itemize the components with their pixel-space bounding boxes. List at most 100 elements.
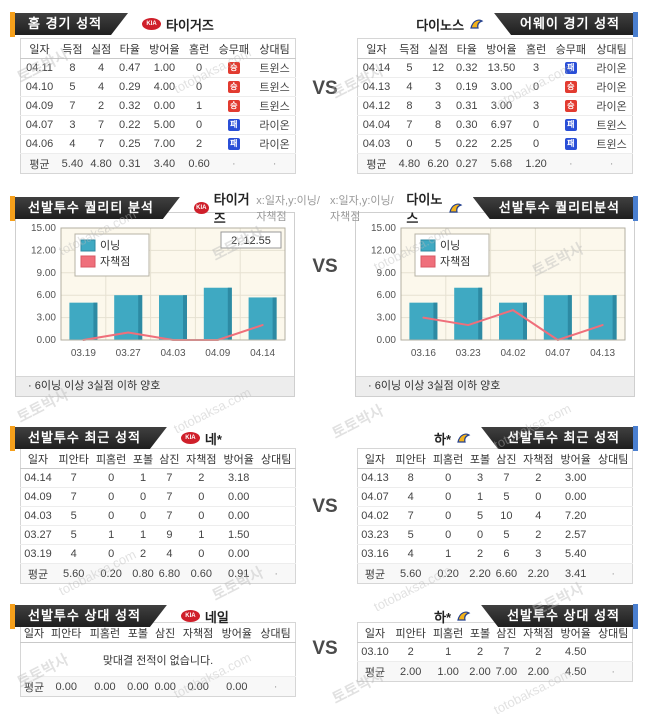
x-tick-label: 04.13 bbox=[590, 348, 615, 359]
innings-bar-shade bbox=[183, 295, 187, 340]
table-cell: · bbox=[594, 563, 633, 584]
table-cell bbox=[257, 468, 296, 488]
y-tick-label: 12.00 bbox=[31, 245, 56, 256]
innings-bar-shade bbox=[227, 287, 232, 340]
vs-label: VS bbox=[312, 78, 338, 99]
table-cell: 일자 bbox=[20, 38, 59, 59]
table-cell: 04.04 bbox=[357, 115, 396, 135]
table-cell: 2 bbox=[86, 96, 116, 116]
table-cell: 0 bbox=[521, 77, 551, 97]
table-row: 03.16 4 1 2 6 3 5.40 bbox=[357, 544, 633, 564]
home-record-header: 홈 경기 성적 KIA 타이거즈 bbox=[10, 11, 310, 37]
table-cell: 0 bbox=[182, 544, 220, 564]
table-cell: 10 bbox=[493, 506, 520, 526]
table-row: 04.07 3 7 0.22 5.00 0 패 라이온 bbox=[20, 115, 296, 135]
table-cell: 4.80 bbox=[86, 153, 116, 174]
table-row: 04.12 8 3 0.31 3.00 3 승 라이온 bbox=[357, 96, 633, 116]
vs-label: VS bbox=[312, 496, 338, 517]
table-cell: 0.80 bbox=[129, 563, 157, 584]
table-cell: · bbox=[213, 153, 255, 174]
x-tick-label: 03.16 bbox=[411, 348, 436, 359]
axis-note: x:일자,y:이닝/자책점 bbox=[330, 195, 394, 223]
table-cell: 8 bbox=[423, 115, 453, 135]
table-cell: 2.57 bbox=[556, 525, 595, 545]
win-badge: 승 bbox=[227, 62, 240, 75]
table-cell: 3 bbox=[423, 77, 453, 97]
table-row: 04.11 8 4 0.47 1.00 0 승 트윈스 bbox=[20, 58, 296, 78]
legend-earned-runs-swatch bbox=[80, 255, 96, 268]
table-cell: 0.00 bbox=[217, 676, 257, 697]
innings-bar bbox=[499, 302, 527, 340]
table-row: 04.02 7 0 5 10 4 7.20 bbox=[357, 506, 633, 526]
table-cell: 6.60 bbox=[493, 563, 520, 584]
y-tick-label: 12.00 bbox=[371, 245, 396, 256]
table-row: 03.27 5 1 1 9 1 1.50 bbox=[20, 525, 296, 545]
table-cell: 득점 bbox=[395, 38, 424, 59]
table-cell: 0.00 bbox=[219, 544, 258, 564]
table-cell: 5.40 bbox=[58, 153, 87, 174]
table-cell: 3.18 bbox=[219, 468, 258, 488]
table-cell: 라이온 bbox=[591, 58, 633, 78]
h2h-away-table: 일자 피안타 피홈런 포볼 삼진 자책점 방어율 상대팀 03.10 2 1 2 7 2 4.50 평균 2.0… bbox=[357, 622, 633, 682]
innings-bar bbox=[248, 297, 277, 340]
table-cell: 트윈스 bbox=[591, 115, 633, 135]
orange-accent-bar bbox=[10, 195, 15, 221]
chart-footnote: · 6이닝 이상 3실점 이하 양호 bbox=[16, 376, 294, 396]
table-cell: 03.19 bbox=[20, 544, 56, 564]
table-cell: 5 bbox=[423, 134, 453, 154]
y-tick-label: 0.00 bbox=[37, 335, 57, 346]
table-cell: 0 bbox=[429, 487, 467, 507]
innings-bar bbox=[543, 295, 572, 340]
table-row: 03.19 4 0 2 4 0 0.00 bbox=[20, 544, 296, 564]
table-cell: 상대팀 bbox=[594, 622, 633, 643]
table-cell: 패 bbox=[213, 134, 255, 154]
x-tick-label: 03.19 bbox=[71, 348, 96, 359]
y-tick-label: 9.00 bbox=[37, 268, 57, 279]
table-cell: 포볼 bbox=[466, 448, 494, 469]
table-cell: 0.00 bbox=[124, 676, 152, 697]
table-cell: 승 bbox=[213, 96, 255, 116]
table-cell: 0 bbox=[92, 468, 130, 488]
tooltip-label: 2, 12.55 bbox=[231, 235, 271, 247]
table-cell: 04.03 bbox=[20, 506, 56, 526]
table-cell: 04.06 bbox=[20, 134, 59, 154]
plot-border bbox=[400, 227, 626, 341]
table-cell: 7 bbox=[86, 134, 116, 154]
plot-border bbox=[60, 227, 286, 341]
table-cell: 3 bbox=[466, 468, 494, 488]
h2h-home-table: 일자 피안타 피홈런 포볼 삼진 자책점 방어율 상대팀 맞대결 전적이 없습니다. 평균 0.00… bbox=[20, 622, 296, 697]
dinos-logo-icon bbox=[456, 432, 471, 445]
table-cell: 0.91 bbox=[219, 563, 258, 584]
table-cell: 2.00 bbox=[519, 661, 557, 682]
innings-bar-shade bbox=[93, 302, 98, 340]
table-cell: 1 bbox=[184, 96, 214, 116]
table-cell: 승 bbox=[213, 77, 255, 97]
table-header-row: 일자 피안타 피홈런 포볼 삼진 자책점 방어율 상대팀 bbox=[357, 448, 633, 469]
home-record-table: 일자 득점 실점 타율 방어율 홈런 승무패 상대팀 04.11 8 4 0.47 1.00 0 승 트윈스 0… bbox=[20, 38, 296, 174]
table-cell: 방어율 bbox=[556, 622, 595, 643]
table-cell: 04.14 bbox=[357, 58, 396, 78]
legend-box bbox=[74, 233, 150, 277]
table-cell: 실점 bbox=[86, 38, 116, 59]
table-cell: 1 bbox=[466, 487, 494, 507]
pitcher-name: 네일 bbox=[204, 609, 229, 625]
win-badge: 승 bbox=[227, 81, 240, 94]
table-cell: 라이온 bbox=[254, 115, 296, 135]
table-cell bbox=[257, 525, 296, 545]
table-cell: 포볼 bbox=[466, 622, 494, 643]
table-cell: 삼진 bbox=[151, 622, 179, 643]
table-cell: 1 bbox=[182, 525, 220, 545]
section-title: 선발투수 퀄리티 분석 bbox=[15, 197, 180, 219]
table-row: 04.09 7 2 0.32 0.00 1 승 트윈스 bbox=[20, 96, 296, 116]
table-cell: 4.50 bbox=[556, 661, 595, 682]
table-cell: 04.07 bbox=[20, 115, 59, 135]
table-cell: 승무패 bbox=[550, 38, 592, 59]
table-header-row: 일자 득점 실점 타율 방어율 홈런 승무패 상대팀 bbox=[20, 38, 296, 59]
table-cell: 2 bbox=[466, 544, 494, 564]
table-cell: 피홈런 bbox=[429, 448, 467, 469]
table-header-row: 일자 피안타 피홈런 포볼 삼진 자책점 방어율 상대팀 bbox=[20, 622, 296, 643]
section-title: 선발투수 퀄리티분석 bbox=[472, 197, 633, 219]
table-cell: 5.00 bbox=[144, 115, 185, 135]
table-cell bbox=[594, 544, 633, 564]
table-row: 04.13 8 0 3 7 2 3.00 bbox=[357, 468, 633, 488]
